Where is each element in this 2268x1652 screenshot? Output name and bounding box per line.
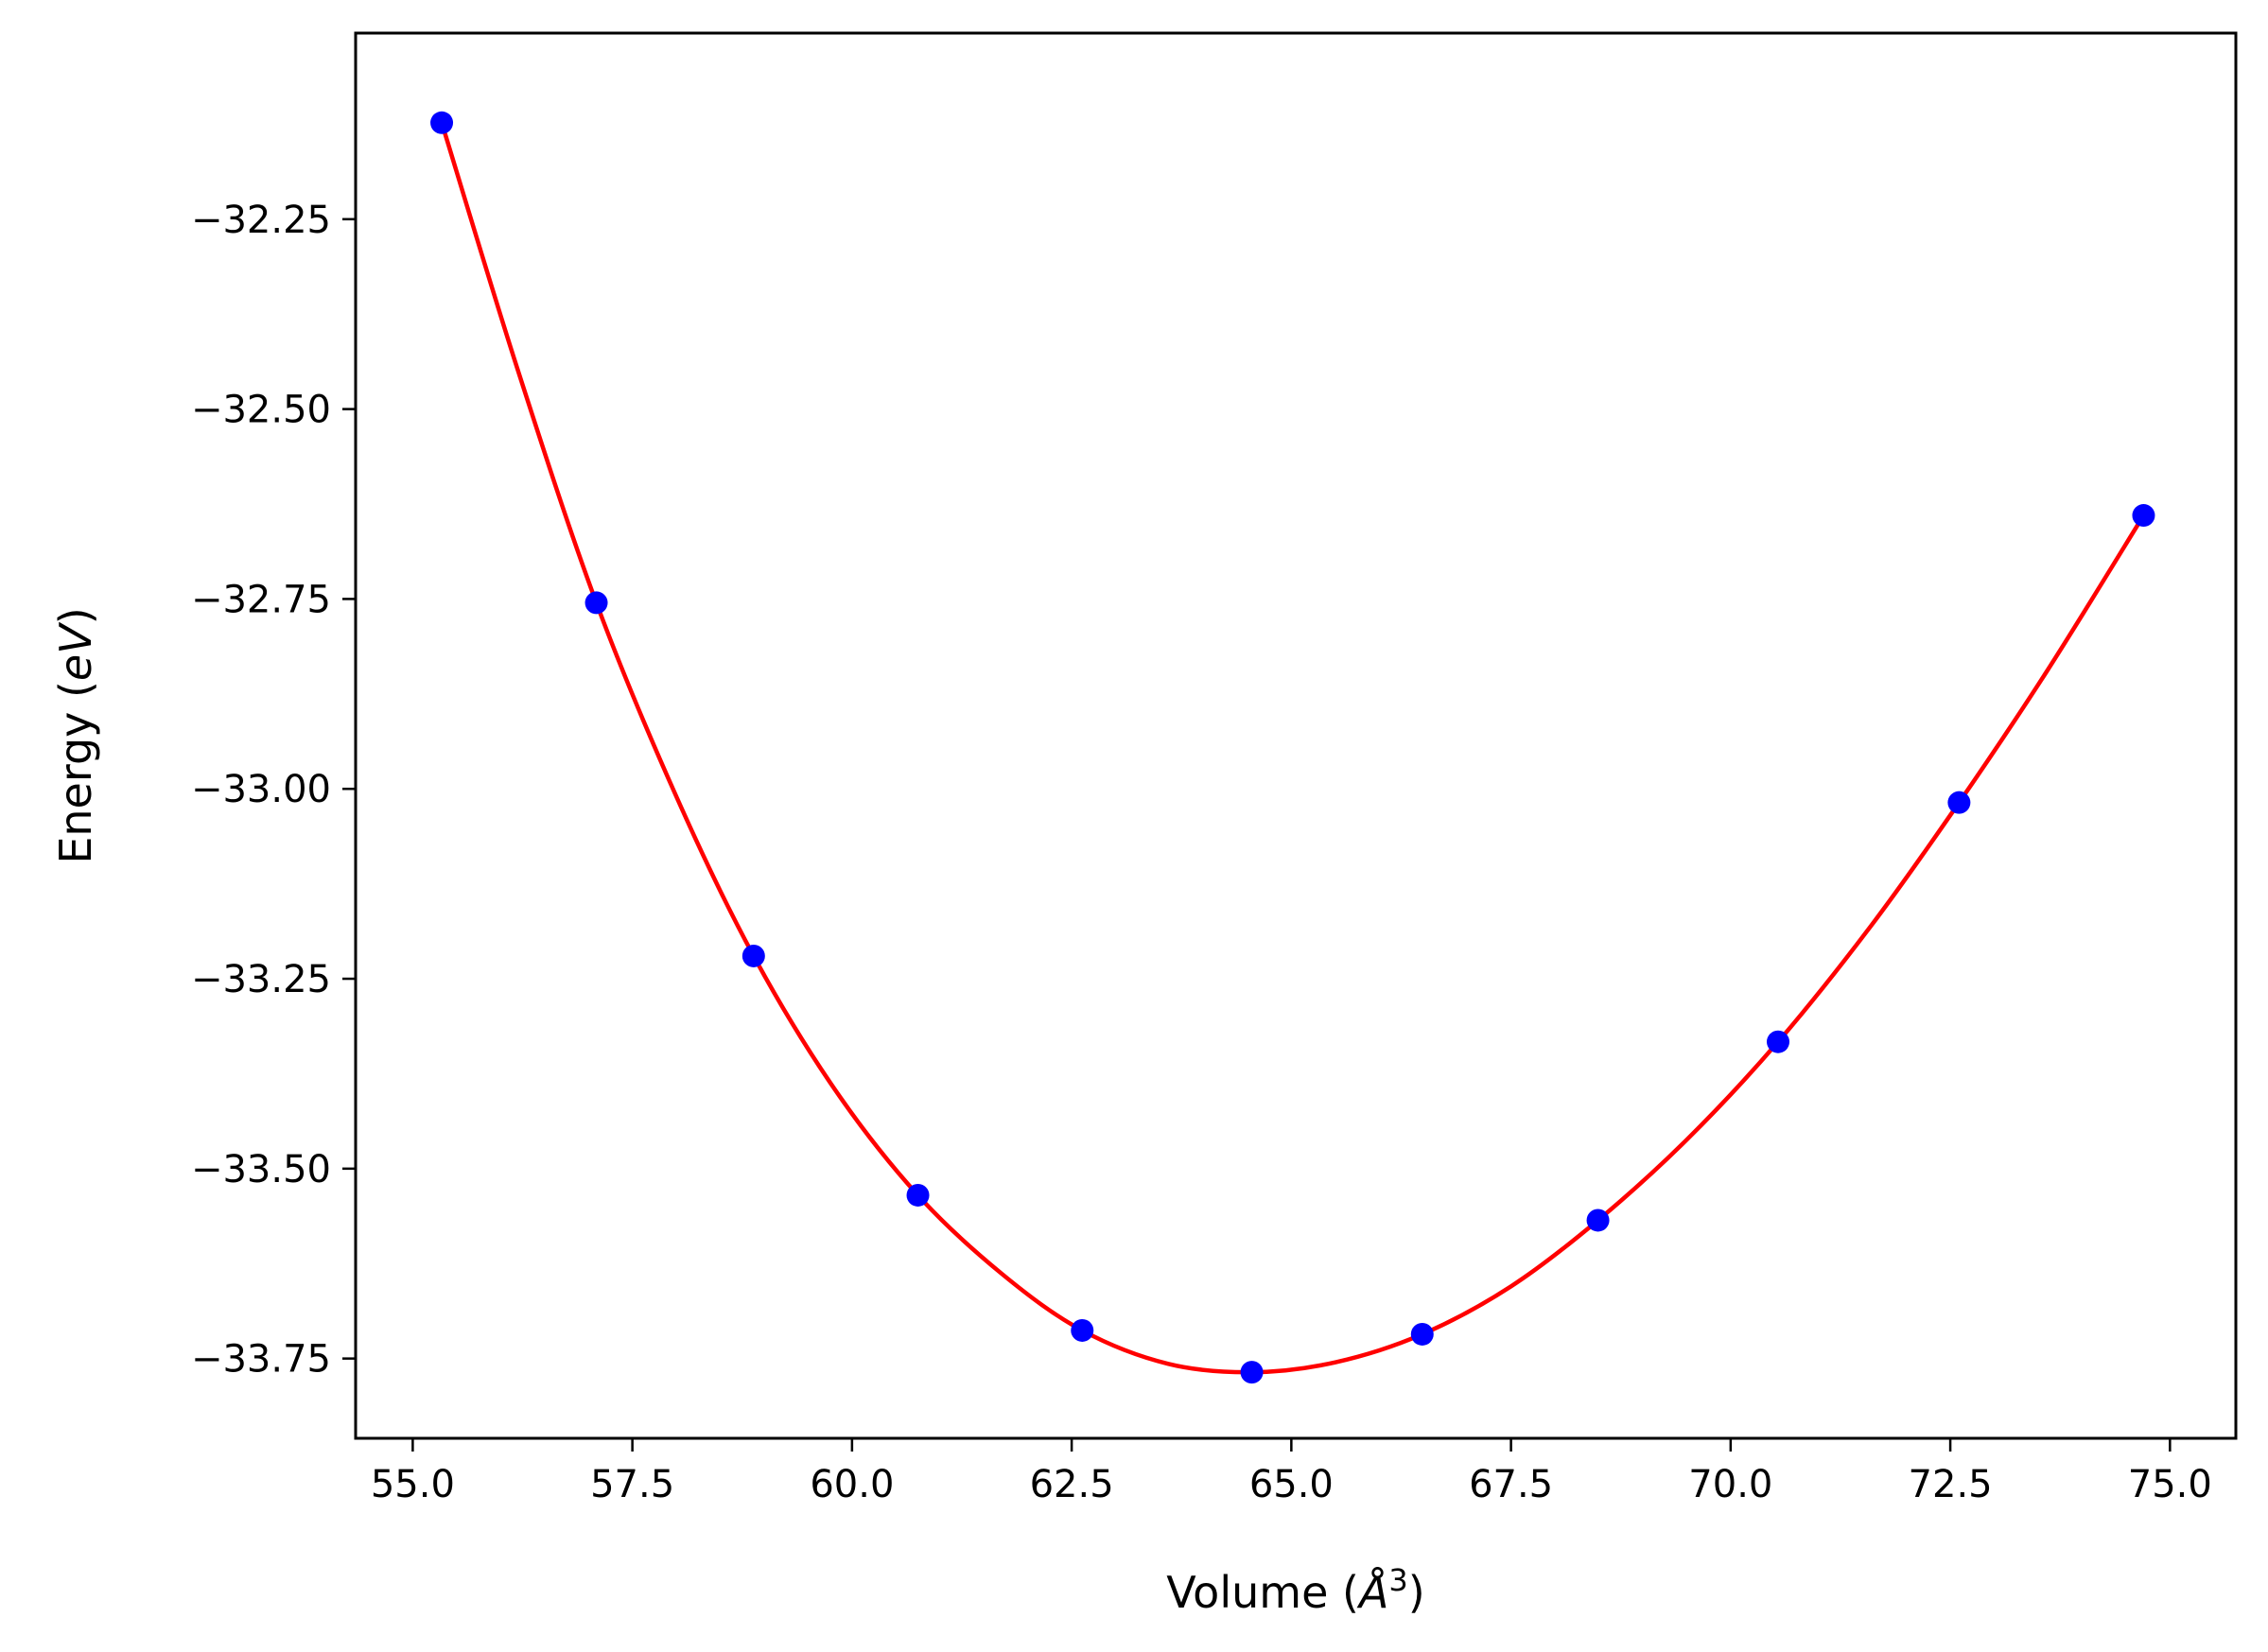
y-tick-label: −33.00 <box>191 768 331 811</box>
data-point <box>1767 1030 1790 1053</box>
y-tick-label: −33.50 <box>191 1148 331 1191</box>
data-point <box>1586 1209 1610 1232</box>
data-point <box>430 111 454 134</box>
y-tick-label: −32.75 <box>191 578 331 621</box>
x-tick-label: 57.5 <box>590 1463 674 1506</box>
y-tick-label: −33.25 <box>191 958 331 1001</box>
x-tick-label: 75.0 <box>2128 1463 2212 1506</box>
data-point <box>906 1183 930 1207</box>
y-tick-label: −32.50 <box>191 389 331 432</box>
y-axis-label-close: ) <box>50 607 101 624</box>
x-tick-label: 72.5 <box>1909 1463 1993 1506</box>
x-axis-label: Volume (Å3) <box>1166 1562 1424 1618</box>
data-point <box>584 591 608 615</box>
data-point <box>2132 504 2155 528</box>
y-tick-label: −33.75 <box>191 1338 331 1382</box>
data-points-layer <box>430 111 2155 1384</box>
y-tick-label: −32.25 <box>191 199 331 242</box>
x-tick-label: 65.0 <box>1249 1463 1334 1506</box>
y-axis-label: Energy (eV) <box>50 607 101 863</box>
x-tick-label: 62.5 <box>1030 1463 1114 1506</box>
x-tick-label: 67.5 <box>1469 1463 1553 1506</box>
y-axis-unit: eV <box>50 621 101 681</box>
x-axis-label-close: ) <box>1408 1567 1425 1618</box>
data-point <box>1410 1322 1434 1346</box>
x-tick-label: 60.0 <box>810 1463 894 1506</box>
x-tick-label: 55.0 <box>371 1463 455 1506</box>
x-axis-unit-power: 3 <box>1388 1562 1407 1598</box>
fit-curve-layer <box>439 122 2146 1375</box>
x-axis-unit-symbol: Å <box>1356 1567 1388 1618</box>
x-axis-ticks: 55.0 57.5 60.0 62.5 65.0 67.5 70.0 72.5 75.0 <box>371 1438 2212 1506</box>
y-axis-ticks: −32.25 −32.50 −32.75 −33.00 −33.25 −33.50 −33.… <box>191 199 356 1382</box>
fit-curve <box>439 122 2146 1375</box>
plot-frame <box>354 31 2238 1440</box>
data-point <box>1071 1318 1094 1342</box>
y-axis-label-text: Energy ( <box>50 681 101 864</box>
x-axis-label-text: Volume ( <box>1166 1567 1359 1618</box>
x-tick-label: 70.0 <box>1688 1463 1772 1506</box>
data-point <box>1947 791 1971 814</box>
data-point <box>741 944 765 967</box>
data-point <box>1240 1361 1264 1384</box>
